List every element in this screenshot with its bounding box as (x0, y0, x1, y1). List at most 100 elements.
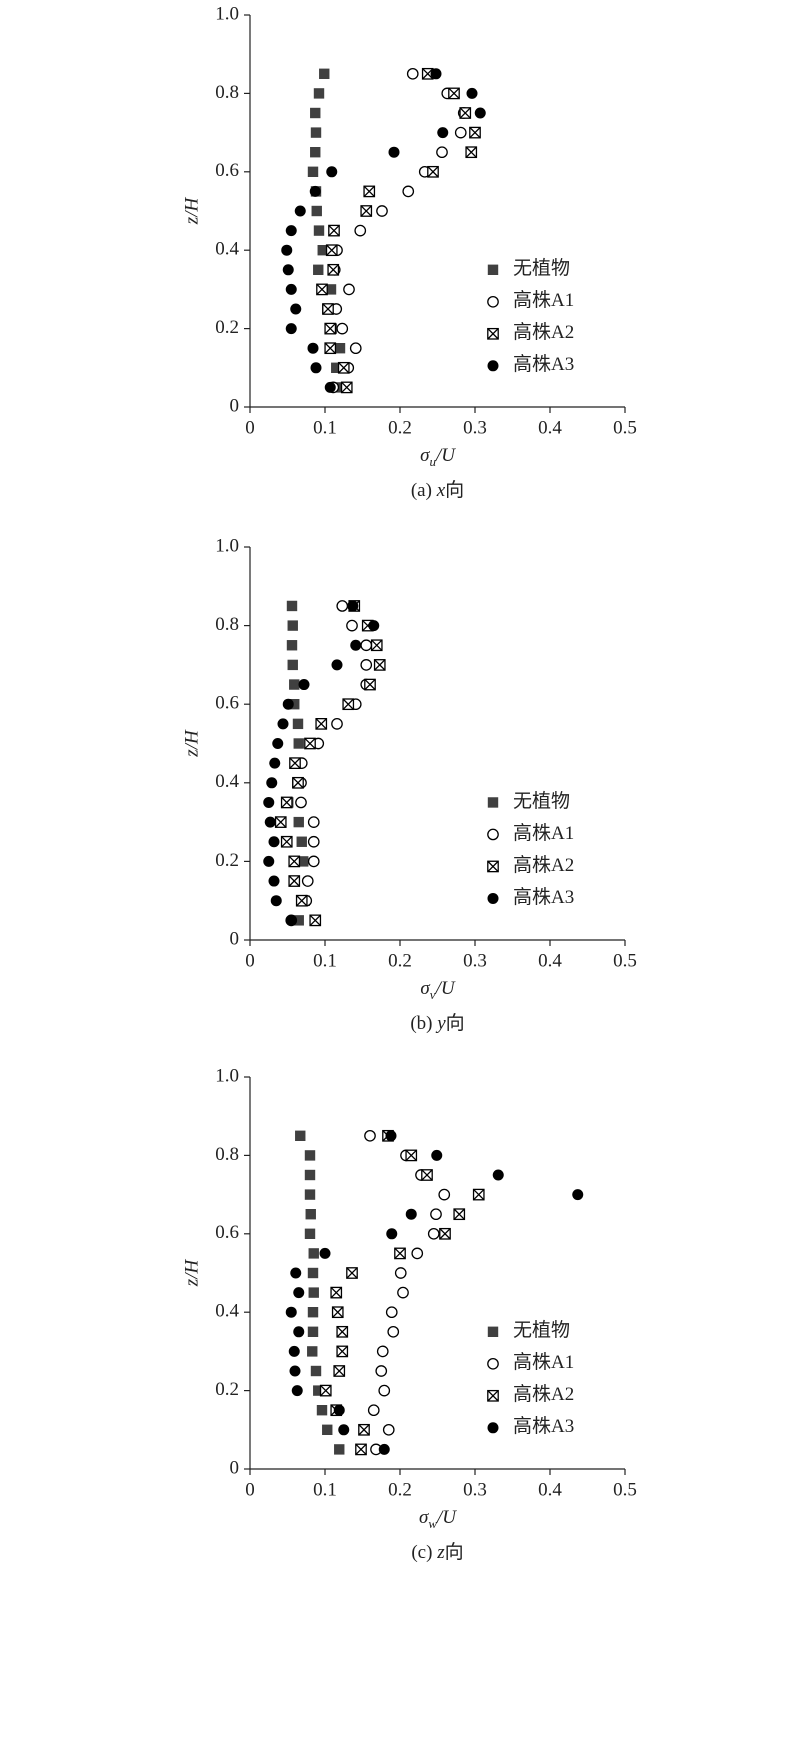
marker-cross (364, 678, 376, 691)
data-point (294, 205, 306, 217)
panel-caption: (b) y向 (410, 1012, 464, 1034)
data-point (421, 67, 434, 80)
data-point (373, 659, 386, 671)
data-point (336, 600, 349, 612)
data-point (307, 1346, 318, 1357)
data-point (270, 895, 282, 907)
data-point (285, 225, 297, 237)
y-tick-label: 1.0 (215, 535, 239, 556)
data-point (313, 264, 324, 275)
marker-cross (338, 362, 350, 374)
data-point (313, 225, 325, 236)
data-point (331, 1306, 344, 1319)
data-point (347, 600, 359, 612)
data-point (293, 738, 304, 749)
marker-cross (309, 914, 321, 927)
data-point (328, 224, 340, 237)
data-point (288, 855, 301, 868)
marker-cross (288, 855, 300, 868)
data-point (333, 1365, 346, 1377)
data-point (331, 362, 342, 373)
marker-cross (487, 860, 499, 873)
data-point (298, 856, 309, 867)
y-tick-label: 0.8 (215, 1144, 239, 1165)
data-point (288, 1345, 300, 1357)
data-point (289, 699, 300, 710)
marker-cross (355, 1443, 367, 1456)
x-label-subscript: v (430, 987, 436, 1002)
data-point (436, 146, 448, 159)
data-point (322, 303, 334, 315)
marker-cross (422, 68, 434, 80)
marker-cross (322, 303, 334, 315)
x-tick-label: 0.5 (613, 950, 637, 971)
legend-label: 高株A3 (513, 353, 574, 375)
data-point (289, 679, 300, 690)
data-point (287, 620, 298, 631)
legend-marker (487, 797, 499, 808)
data-point (472, 1188, 485, 1201)
data-point (293, 1287, 305, 1299)
x-label-subscript: w (428, 1516, 437, 1531)
data-point (263, 796, 275, 808)
marker-cross (332, 1306, 344, 1318)
marker-cross (296, 895, 308, 907)
marker-cross (341, 381, 353, 394)
data-point (301, 875, 314, 887)
legend-label: 无植物 (513, 790, 570, 812)
marker-cross (342, 698, 354, 710)
marker-cross (487, 1390, 499, 1402)
data-point (355, 1443, 367, 1456)
legend-label: 高株A1 (513, 289, 574, 311)
data-point (264, 816, 276, 828)
x-tick-label: 0.5 (613, 1479, 637, 1500)
legend-marker (487, 295, 499, 308)
marker-cross (330, 1286, 342, 1299)
data-point (360, 659, 373, 671)
data-point (438, 1188, 451, 1201)
data-point (310, 147, 321, 158)
data-point (316, 283, 328, 296)
data-point (385, 1306, 398, 1319)
data-point (394, 1247, 406, 1260)
y-tick-label: 0.6 (215, 160, 239, 181)
data-point (405, 1149, 418, 1162)
x-tick-label: 0.2 (388, 1479, 412, 1500)
y-axis-label: z/H (181, 729, 202, 758)
marker-cross (336, 1345, 348, 1358)
marker-cross (439, 1228, 451, 1240)
marker-cross (374, 659, 386, 671)
x-tick-label: 0 (245, 950, 255, 971)
data-point (364, 678, 376, 691)
data-point (292, 776, 304, 789)
data-point (349, 342, 362, 355)
data-point (439, 1227, 451, 1240)
data-point (322, 1424, 333, 1435)
data-point (378, 1443, 390, 1455)
marker-cross (324, 342, 336, 354)
marker-cross (448, 87, 460, 100)
data-point (295, 894, 308, 907)
data-point (431, 1149, 443, 1161)
data-point (310, 362, 322, 374)
x-tick-label: 0.3 (463, 950, 487, 971)
marker-cross (315, 718, 327, 730)
x-axis-label: σv/U (420, 978, 455, 1002)
marker-cross (371, 639, 383, 651)
y-tick-label: 0.2 (215, 317, 239, 338)
legend-label: 高株A3 (513, 1415, 574, 1437)
data-point (325, 244, 338, 257)
marker-cross (469, 126, 481, 139)
caption-label: (b) (410, 1013, 437, 1034)
data-point (376, 205, 388, 217)
marker-cross (421, 1169, 433, 1181)
legend-label: 高株A1 (513, 1351, 574, 1373)
data-point (382, 1423, 395, 1436)
marker-cross (336, 1326, 348, 1338)
data-point (370, 639, 383, 652)
data-point (319, 1247, 331, 1259)
y-tick-label: 0 (230, 928, 240, 949)
legend-marker (487, 327, 499, 340)
caption-axis: z (436, 1542, 445, 1563)
